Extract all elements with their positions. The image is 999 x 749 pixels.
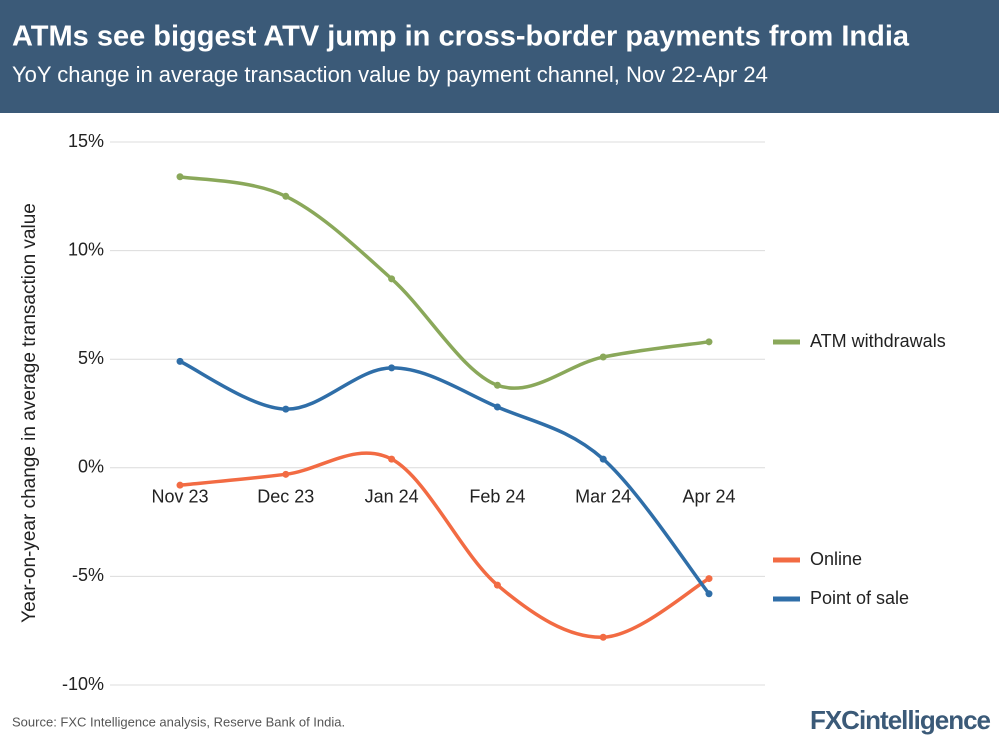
data-point <box>493 581 501 589</box>
logo: FXCintelligence <box>810 705 991 735</box>
data-point <box>493 381 501 389</box>
data-point <box>282 192 290 200</box>
y-tick-label: 10% <box>68 239 104 259</box>
x-tick-label: Jan 24 <box>365 487 419 507</box>
x-tick-label: Apr 24 <box>682 487 735 507</box>
data-point <box>176 481 184 489</box>
data-point <box>282 405 290 413</box>
data-point <box>599 455 607 463</box>
data-point <box>705 590 713 598</box>
data-point <box>176 357 184 365</box>
data-point <box>705 338 713 346</box>
legend-label: Point of sale <box>810 588 909 608</box>
legend-label: Online <box>810 549 862 569</box>
x-tick-label: Feb 24 <box>469 487 525 507</box>
x-tick-label: Nov 23 <box>151 487 208 507</box>
chart-title: ATMs see biggest ATV jump in cross-borde… <box>12 21 910 53</box>
x-tick-label: Dec 23 <box>257 487 314 507</box>
data-point <box>388 275 396 283</box>
y-tick-label: 5% <box>78 348 104 368</box>
data-point <box>705 575 713 583</box>
chart-subtitle: YoY change in average transaction value … <box>12 62 768 87</box>
y-tick-label: -10% <box>62 674 104 694</box>
legend-label: ATM withdrawals <box>810 331 946 351</box>
y-tick-label: 0% <box>78 457 104 477</box>
series-line <box>179 451 710 639</box>
data-point <box>176 173 184 181</box>
data-point <box>388 455 396 463</box>
data-point <box>388 364 396 372</box>
y-tick-label: -5% <box>72 565 104 585</box>
data-point <box>493 403 501 411</box>
data-point <box>599 633 607 641</box>
x-tick-label: Mar 24 <box>575 487 631 507</box>
data-point <box>599 353 607 361</box>
y-axis-label: Year-on-year change in average transacti… <box>19 203 40 623</box>
y-tick-label: 15% <box>68 131 104 151</box>
source: Source: FXC Intelligence analysis, Reser… <box>12 714 345 729</box>
header-band <box>0 0 999 113</box>
data-point <box>282 470 290 478</box>
series-line <box>179 175 710 390</box>
